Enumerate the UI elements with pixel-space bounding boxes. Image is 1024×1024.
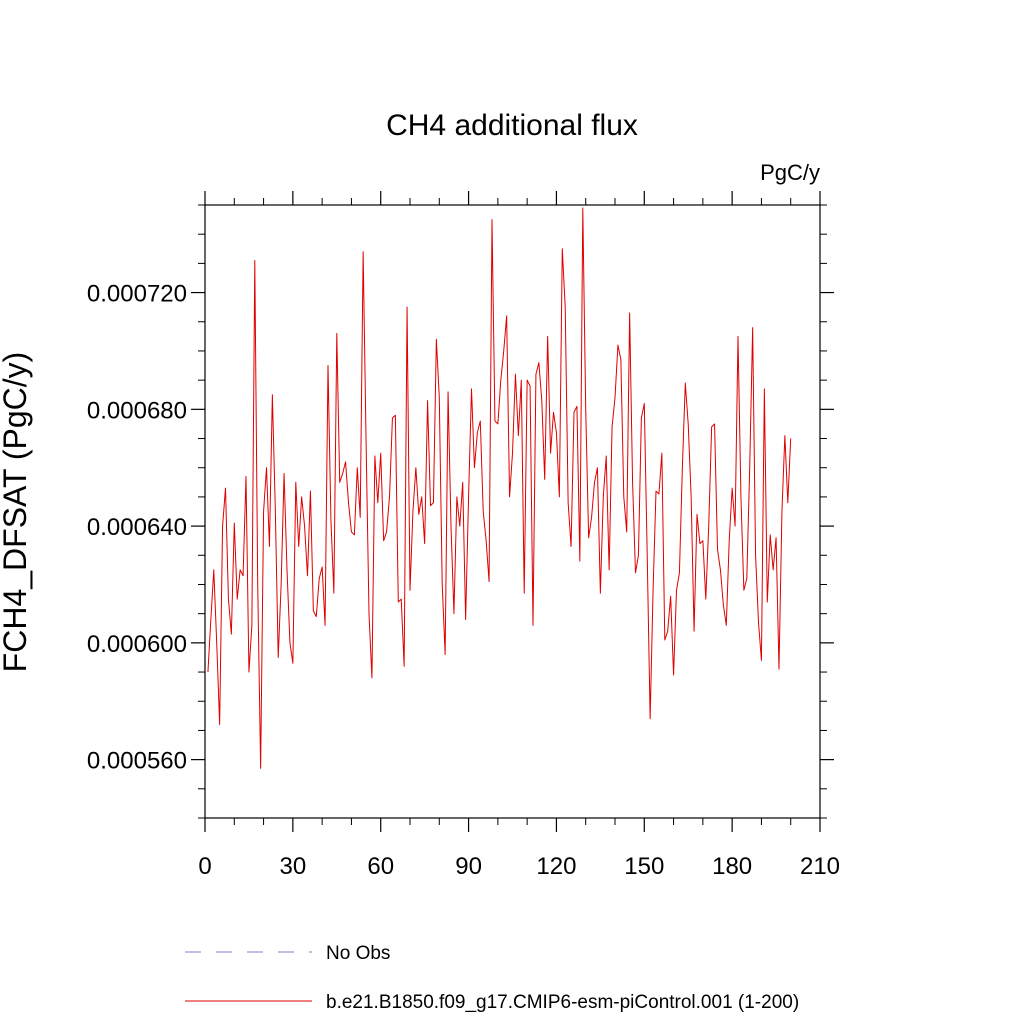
x-tick-label: 90 (455, 853, 482, 880)
plot-frame (204, 204, 821, 819)
x-tick-label: 180 (712, 853, 752, 880)
x-tick-label: 150 (624, 853, 664, 880)
y-tick-label: 0.000640 (87, 514, 187, 541)
x-tick-label: 30 (280, 853, 307, 880)
y-axis-label: FCH4_DFSAT (PgC/y) (0, 352, 33, 673)
y-tick-label: 0.000720 (87, 281, 187, 308)
x-tick-label: 210 (800, 853, 840, 880)
data-series (207, 207, 792, 769)
chart-title: CH4 additional flux (386, 109, 638, 142)
series-line (207, 207, 792, 769)
x-tick-label: 120 (536, 853, 576, 880)
y-tick-label: 0.000600 (87, 631, 187, 658)
x-tick-label: 60 (367, 853, 394, 880)
units-label: PgC/y (760, 160, 820, 185)
y-tick-label: 0.000560 (87, 748, 187, 775)
plot-border (204, 204, 821, 819)
axis-ticks: 0 30 60 90 120 150 180 210 0.000560 0.000600 0.000… (87, 191, 840, 880)
legend: No Obs b.e21.B1850.f09_g17.CMIP6-esm-piCo… (185, 943, 799, 1013)
legend-label: No Obs (326, 943, 390, 964)
x-tick-label: 0 (198, 853, 211, 880)
y-tick-label: 0.000680 (87, 397, 187, 424)
legend-label: b.e21.B1850.f09_g17.CMIP6-esm-piControl.… (326, 992, 799, 1013)
